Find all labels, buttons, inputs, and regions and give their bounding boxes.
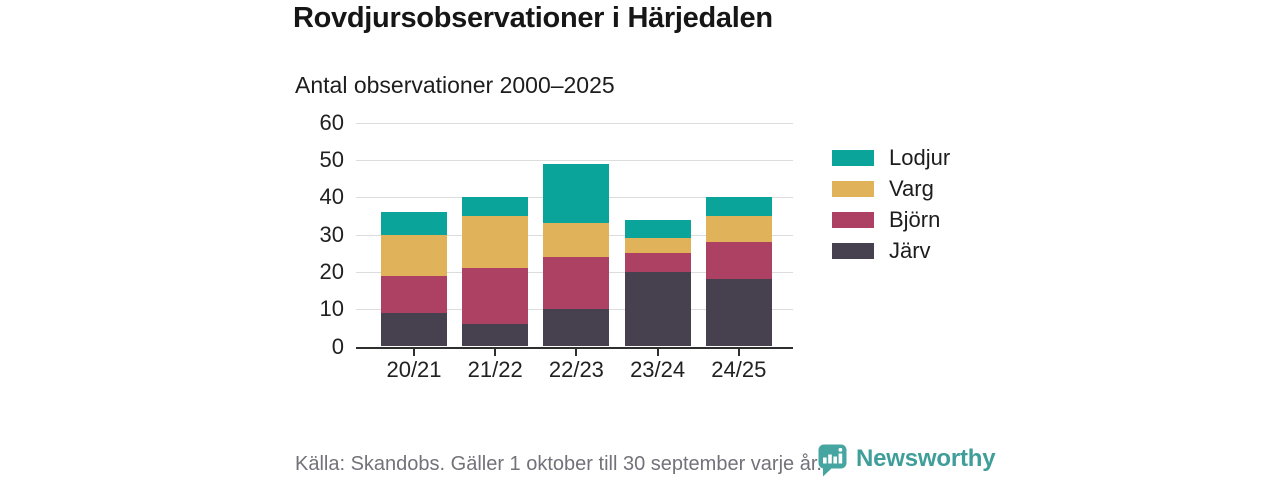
- y-axis-tick-label: 20: [319, 258, 344, 284]
- y-axis-tick-label: 60: [319, 109, 344, 135]
- y-axis-tick-label: 30: [319, 221, 344, 247]
- bar-segment-järv-23-24: [624, 271, 691, 347]
- bar-segment-lodjur-22-23: [543, 163, 610, 224]
- bar-segment-varg-23-24: [624, 238, 691, 254]
- chart-title: Rovdjursobservationer i Härjedalen: [293, 2, 773, 34]
- x-axis-tick-label: 21/22: [467, 357, 523, 382]
- x-axis-tick: [656, 348, 659, 356]
- bar-segment-varg-20-21: [381, 234, 447, 276]
- bar-segment-lodjur-20-21: [381, 212, 447, 235]
- legend-label: Lodjur: [889, 144, 951, 170]
- legend-label: Varg: [889, 175, 934, 201]
- bar-segment-varg-24-25: [705, 215, 772, 243]
- bar-segment-lodjur-21-22: [462, 197, 529, 216]
- y-axis-tick-label: 10: [319, 296, 344, 322]
- x-axis-tick-label: 23/24: [630, 357, 686, 382]
- bar-segment-järv-20-21: [381, 312, 447, 347]
- bar-segment-lodjur-24-25: [705, 197, 772, 216]
- newsworthy-brand: Newsworthy: [818, 444, 996, 477]
- legend-swatch-icon: [832, 211, 874, 228]
- x-axis-tick: [494, 348, 497, 356]
- legend-item-järv: Järv: [832, 235, 950, 266]
- x-axis-tick-label: 22/23: [548, 357, 604, 382]
- legend-swatch-icon: [832, 180, 874, 197]
- y-axis-tick-label: 40: [319, 184, 344, 210]
- chart-legend: Lodjur Varg Björn Järv: [832, 142, 950, 266]
- x-axis-tick-label: 20/21: [386, 357, 442, 382]
- bar-segment-lodjur-23-24: [624, 219, 691, 239]
- x-axis-tick: [737, 348, 740, 356]
- bar-segment-järv-24-25: [705, 279, 772, 347]
- legend-item-lodjur: Lodjur: [832, 142, 950, 173]
- legend-swatch-icon: [832, 149, 874, 166]
- bar-segment-björn-20-21: [381, 275, 447, 313]
- gridline-y60: [356, 122, 793, 124]
- newsworthy-wordmark: Newsworthy: [856, 445, 996, 472]
- newsworthy-logo-icon: [818, 444, 847, 477]
- x-axis-line: [356, 346, 793, 349]
- bar-segment-björn-22-23: [543, 256, 610, 310]
- x-axis-tick-label: 24/25: [711, 357, 767, 382]
- legend-label: Björn: [889, 206, 941, 232]
- y-axis-tick-label: 50: [319, 147, 344, 172]
- legend-item-björn: Björn: [832, 204, 950, 235]
- chart-subtitle: Antal observationer 2000–2025: [295, 72, 615, 98]
- x-axis-tick: [413, 348, 415, 356]
- bar-segment-björn-23-24: [624, 253, 691, 272]
- bar-segment-björn-21-22: [462, 268, 529, 325]
- bar-segment-varg-22-23: [543, 223, 610, 257]
- bar-segment-järv-22-23: [543, 309, 610, 347]
- x-axis-tick: [575, 348, 578, 356]
- bar-segment-björn-24-25: [705, 242, 772, 280]
- legend-item-varg: Varg: [832, 173, 950, 204]
- bar-segment-varg-21-22: [462, 215, 529, 269]
- gridline-y50: [356, 160, 793, 161]
- y-axis-tick-label: 0: [331, 333, 344, 359]
- source-note: Källa: Skandobs. Gäller 1 oktober till 3…: [295, 453, 822, 475]
- bar-segment-järv-21-22: [462, 324, 529, 347]
- legend-swatch-icon: [832, 242, 874, 259]
- legend-label: Järv: [889, 237, 931, 263]
